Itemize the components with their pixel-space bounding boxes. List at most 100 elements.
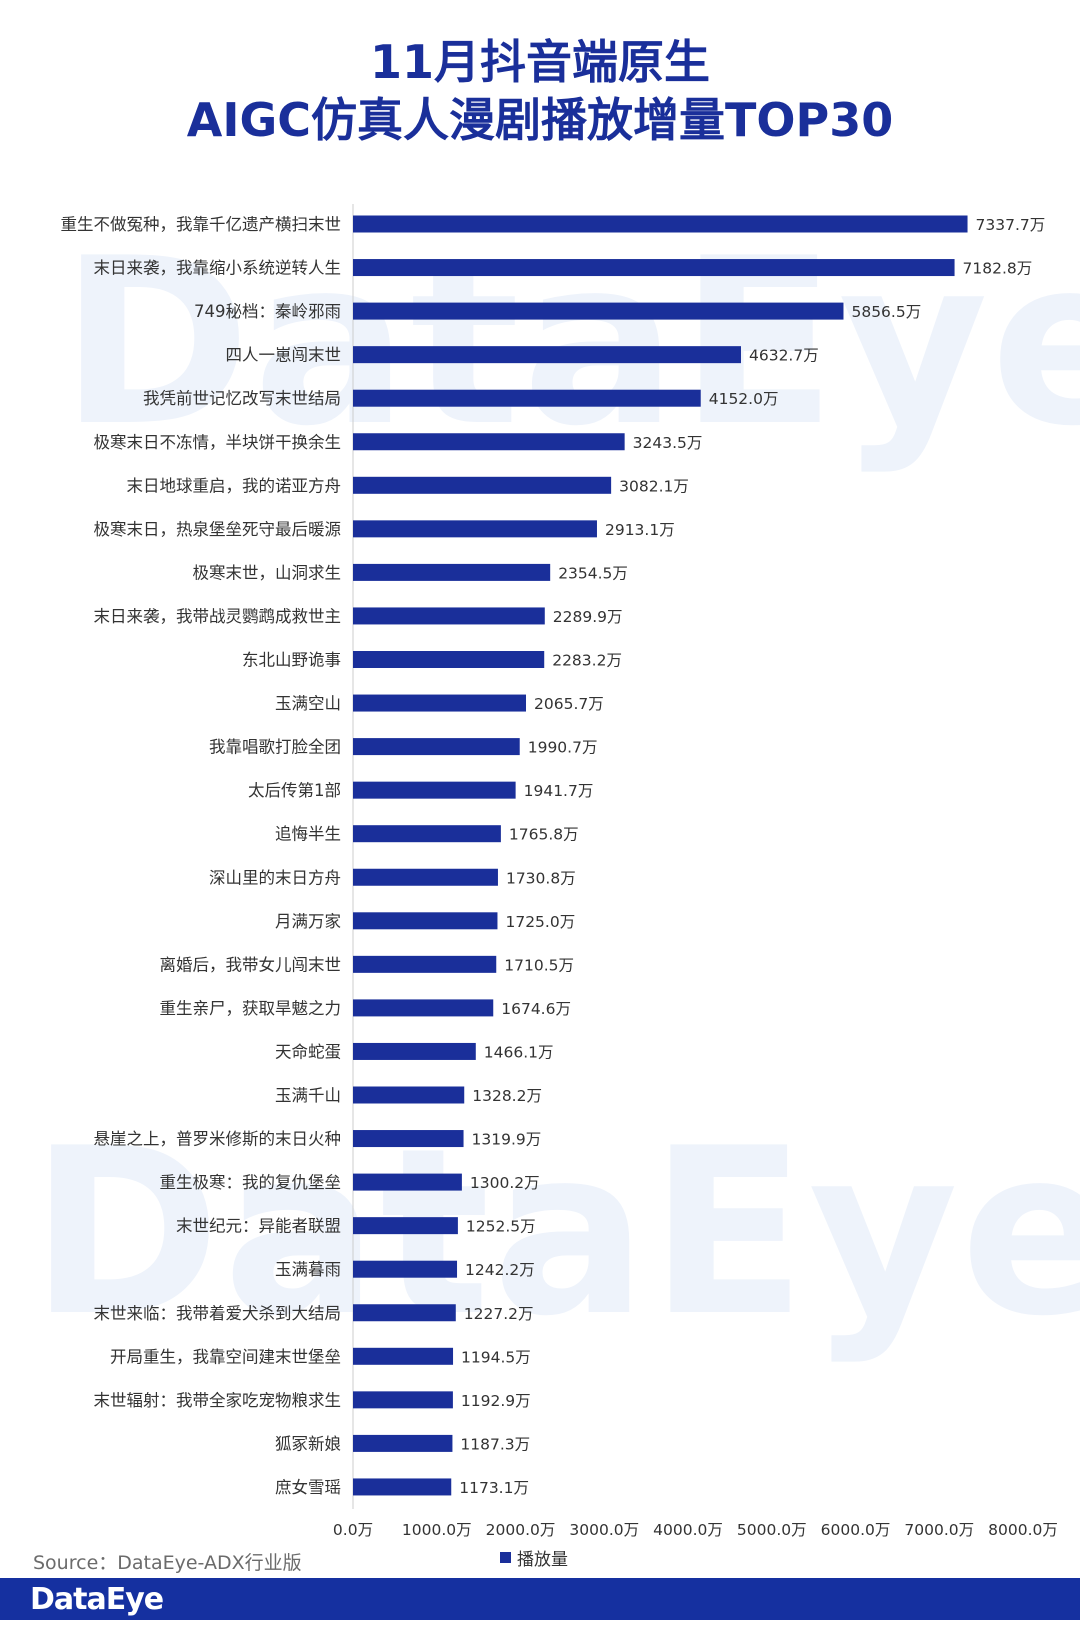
value-label: 1192.9万 <box>461 1392 531 1410</box>
value-label: 1730.8万 <box>506 869 576 887</box>
bar <box>353 694 527 712</box>
value-label: 1328.2万 <box>472 1087 542 1105</box>
bar <box>353 607 545 625</box>
value-label: 4632.7万 <box>749 347 819 365</box>
x-tick-label: 7000.0万 <box>904 1521 974 1539</box>
category-label: 末日地球重启，我的诺亚方舟 <box>127 476 342 495</box>
bar <box>353 563 551 581</box>
value-label: 7182.8万 <box>963 260 1033 278</box>
value-label: 1941.7万 <box>524 782 594 800</box>
category-label: 我凭前世记忆改写末世结局 <box>143 389 341 408</box>
x-tick-label: 5000.0万 <box>737 1521 807 1539</box>
value-label: 1300.2万 <box>470 1174 540 1192</box>
bar <box>353 520 597 538</box>
category-label: 开局重生，我靠空间建末世堡垒 <box>110 1347 341 1366</box>
value-label: 2289.9万 <box>553 608 623 626</box>
bar <box>353 476 612 494</box>
value-label: 3082.1万 <box>619 477 689 495</box>
category-label: 月满万家 <box>275 912 341 931</box>
value-label: 2354.5万 <box>558 564 628 582</box>
x-tick-label: 3000.0万 <box>569 1521 639 1539</box>
x-tick-label: 6000.0万 <box>821 1521 891 1539</box>
bar <box>353 781 516 799</box>
value-label: 1242.2万 <box>465 1261 535 1279</box>
value-label: 1990.7万 <box>528 739 598 757</box>
category-label: 末日来袭，我带战灵鹦鹉成救世主 <box>94 607 342 626</box>
category-label: 重生不做冤种，我靠千亿遗产横扫末世 <box>61 215 342 234</box>
chart-title-line1: 11月抖音端原生 <box>369 35 710 89</box>
x-tick-label: 8000.0万 <box>988 1521 1058 1539</box>
legend-swatch <box>500 1552 511 1563</box>
value-label: 1765.8万 <box>509 826 579 844</box>
value-label: 1227.2万 <box>464 1305 534 1323</box>
value-label: 1173.1万 <box>459 1479 529 1497</box>
category-label: 玉满空山 <box>275 694 341 713</box>
category-label: 狐冢新娘 <box>275 1434 341 1453</box>
x-tick-label: 0.0万 <box>333 1521 373 1539</box>
bar <box>353 1304 456 1322</box>
x-tick-label: 2000.0万 <box>486 1521 556 1539</box>
bar <box>353 1347 454 1365</box>
watermark-bottom: DataEye <box>30 1100 1080 1367</box>
bar <box>353 1130 464 1148</box>
category-label: 离婚后，我带女儿闯末世 <box>160 955 342 974</box>
category-label: 极寒末世，山洞求生 <box>193 563 342 582</box>
source-note: Source：DataEye-ADX行业版 <box>33 1552 302 1574</box>
bar <box>353 1260 458 1278</box>
bar <box>353 868 498 886</box>
value-label: 5856.5万 <box>851 303 921 321</box>
category-label: 末世辐射：我带全家吃宠物粮求生 <box>94 1391 342 1410</box>
category-label: 东北山野诡事 <box>242 651 341 670</box>
bar <box>353 955 497 973</box>
bar <box>353 1217 458 1235</box>
category-label: 庶女雪瑶 <box>275 1478 341 1497</box>
value-label: 1674.6万 <box>501 1000 571 1018</box>
bar <box>353 651 545 668</box>
bar <box>353 999 494 1017</box>
category-label: 天命蛇蛋 <box>275 1042 341 1061</box>
value-label: 1187.3万 <box>460 1435 530 1453</box>
category-label: 我靠唱歌打脸全团 <box>209 738 341 757</box>
value-label: 1466.1万 <box>484 1043 554 1061</box>
chart-title-line2: AIGC仿真人漫剧播放增量TOP30 <box>186 93 894 147</box>
category-label: 末日来袭，我靠缩小系统逆转人生 <box>94 259 342 278</box>
bar <box>353 346 741 364</box>
value-label: 2913.1万 <box>605 521 675 539</box>
dataeye-logo: DataEye <box>30 1582 164 1617</box>
value-label: 1725.0万 <box>505 913 575 931</box>
value-label: 1252.5万 <box>466 1218 536 1236</box>
x-tick-label: 4000.0万 <box>653 1521 723 1539</box>
category-label: 玉满千山 <box>275 1086 341 1105</box>
bar <box>353 1042 476 1060</box>
bar <box>353 259 955 277</box>
bar <box>353 738 520 756</box>
category-label: 极寒末日不冻情，半块饼干换余生 <box>94 433 342 452</box>
value-label: 1319.9万 <box>472 1131 542 1149</box>
category-label: 深山里的末日方舟 <box>209 868 341 887</box>
value-label: 3243.5万 <box>633 434 703 452</box>
value-label: 2283.2万 <box>552 652 622 670</box>
bar <box>353 1086 465 1104</box>
category-label: 末世来临：我带着爱犬杀到大结局 <box>94 1304 342 1323</box>
footer-bar: DataEye <box>0 1578 1080 1620</box>
bar <box>353 302 844 320</box>
category-label: 悬崖之上，普罗米修斯的末日火种 <box>94 1130 342 1149</box>
bar <box>353 1173 462 1191</box>
bar <box>353 433 625 451</box>
value-label: 7337.7万 <box>976 216 1046 234</box>
category-label: 玉满暮雨 <box>275 1260 341 1279</box>
bar <box>353 1391 453 1409</box>
category-label: 末世纪元：异能者联盟 <box>176 1217 341 1236</box>
value-label: 4152.0万 <box>709 390 779 408</box>
chart-legend: 播放量 <box>500 1545 568 1570</box>
x-tick-label: 1000.0万 <box>402 1521 472 1539</box>
value-label: 1194.5万 <box>461 1348 531 1366</box>
category-label: 极寒末日，热泉堡垒死守最后暖源 <box>94 520 342 539</box>
bar <box>353 912 498 930</box>
bar <box>353 825 501 843</box>
category-label: 749秘档：秦岭邪雨 <box>194 302 341 321</box>
bar <box>353 1478 452 1496</box>
legend-label: 播放量 <box>517 1550 568 1570</box>
value-label: 1710.5万 <box>504 956 574 974</box>
